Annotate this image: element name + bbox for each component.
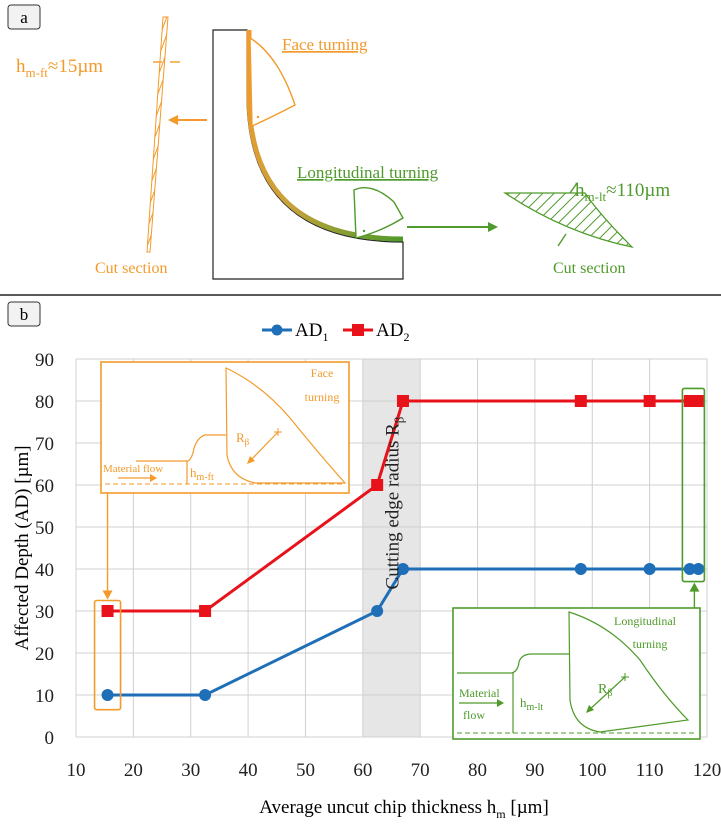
legend: AD1 AD2 bbox=[262, 320, 409, 344]
face-turning-tool bbox=[249, 36, 296, 128]
ad2-point bbox=[643, 395, 656, 407]
shaded-region-label: Cutting edge radius Rβ bbox=[383, 416, 407, 589]
workpiece bbox=[212, 29, 404, 280]
inset-ft-flow-arrow-head bbox=[150, 474, 157, 482]
y-tick-label: 30 bbox=[35, 602, 54, 623]
y-tick-label: 0 bbox=[45, 728, 55, 749]
x-tick-label: 80 bbox=[468, 760, 487, 781]
x-tick-label: 40 bbox=[239, 760, 258, 781]
ad2-point bbox=[692, 395, 705, 407]
x-tick-label: 70 bbox=[411, 760, 430, 781]
highlight-group bbox=[93, 387, 706, 711]
legend-ad2-marker bbox=[352, 324, 364, 336]
y-tick-label: 20 bbox=[35, 644, 54, 665]
x-tick-label: 50 bbox=[296, 760, 315, 781]
x-tick-label: 20 bbox=[124, 760, 143, 781]
inset-lt-flow-arrow-head bbox=[497, 699, 504, 707]
y-tick-label: 50 bbox=[35, 518, 54, 539]
ad1-point bbox=[692, 563, 705, 575]
x-tick-label: 110 bbox=[636, 760, 664, 781]
y-tick-label: 60 bbox=[35, 476, 54, 497]
panel-b: b 10 20 30 40 50 60 70 80 90 100 110 120 0 10 20 30 40 50… bbox=[7, 301, 721, 821]
ad2-point bbox=[574, 395, 587, 407]
ad1-point bbox=[371, 605, 384, 617]
y-tick-label: 10 bbox=[35, 686, 54, 707]
y-tick-label: 80 bbox=[35, 392, 54, 413]
inset-ft-title-line2: turning bbox=[305, 390, 340, 404]
inset-ft-radius-arrow bbox=[247, 456, 255, 464]
inset-lt-depth-label: hm-lt bbox=[520, 695, 543, 713]
x-tick-label: 30 bbox=[181, 760, 200, 781]
orange-arrow-head bbox=[168, 115, 178, 125]
inset-lt-chip bbox=[457, 653, 569, 674]
inset-lt-flow-label-1: Material bbox=[459, 686, 500, 700]
green-arrow-head bbox=[488, 222, 498, 232]
hm-ft-annotation: hm-ft≈15µm bbox=[16, 56, 103, 80]
longitudinal-turning-label: Longitudinal turning bbox=[297, 163, 439, 182]
ad1-point bbox=[574, 563, 587, 575]
connector-lt-arrow bbox=[689, 582, 700, 592]
x-tick-label: 90 bbox=[525, 760, 544, 781]
panel-a-label: a bbox=[20, 8, 28, 27]
inset-ft-flow-label: Material flow bbox=[103, 463, 163, 475]
inset-ft-radius-label: Rβ bbox=[236, 430, 250, 447]
panel-a: a Face turning Longitudinal turning hm- bbox=[7, 4, 670, 280]
inset-lt-tool bbox=[568, 611, 690, 733]
inset-ft-depth-label: hm-ft bbox=[190, 465, 214, 483]
ad1-point bbox=[396, 563, 409, 575]
lt-dim-top bbox=[569, 182, 578, 194]
highlight-lt-box bbox=[681, 387, 706, 583]
cut-section-ft-label: Cut section bbox=[95, 260, 167, 277]
cut-section-lt-label: Cut section bbox=[553, 260, 625, 277]
legend-ad1-label: AD1 bbox=[295, 320, 328, 344]
inset-ft-radius-line bbox=[248, 431, 279, 463]
ad2-point bbox=[199, 605, 212, 617]
x-tick-label: 60 bbox=[353, 760, 372, 781]
connector-ft-arrow bbox=[102, 590, 113, 600]
panel-b-label: b bbox=[20, 305, 29, 324]
inset-lt-title-line1: Longitudinal bbox=[614, 614, 677, 628]
y-tick-label: 40 bbox=[35, 560, 54, 581]
inset-longitudinal-turning: Longitudinal turning Rβ Material flow hm… bbox=[452, 607, 701, 740]
ad2-point bbox=[371, 479, 384, 491]
cut-section-lt bbox=[503, 192, 634, 248]
ad1-point bbox=[683, 563, 696, 575]
panel-a-label-box bbox=[7, 4, 41, 30]
longitudinal-turning-tool bbox=[353, 187, 404, 239]
inset-lt-flow-label-2: flow bbox=[463, 708, 485, 722]
x-tick-label: 100 bbox=[578, 760, 607, 781]
cut-section-ft bbox=[146, 16, 169, 253]
inset-lt-radius-label: Rβ bbox=[598, 682, 612, 699]
y-tick-label: 90 bbox=[35, 350, 54, 371]
panel-b-label-box bbox=[7, 301, 41, 327]
legend-ad2-label: AD2 bbox=[376, 320, 409, 344]
inset-lt-radius-line bbox=[587, 676, 626, 712]
hm-lt-annotation: hm-lt≈110µm bbox=[575, 180, 670, 204]
ad1-point bbox=[643, 563, 656, 575]
lt-dim-bottom bbox=[557, 233, 567, 247]
inset-lt-title-line2: turning bbox=[633, 637, 668, 651]
ad1-point bbox=[199, 689, 212, 701]
y-tick-label: 70 bbox=[35, 434, 54, 455]
y-axis-label: Affected Depth (AD) [µm] bbox=[12, 445, 33, 650]
ad2-point bbox=[101, 605, 114, 617]
x-tick-label: 10 bbox=[67, 760, 86, 781]
face-turning-label: Face turning bbox=[282, 35, 368, 54]
ad2-point bbox=[396, 395, 409, 407]
inset-ft-chip bbox=[136, 434, 226, 462]
x-axis-label: Average uncut chip thickness hm [µm] bbox=[259, 797, 549, 821]
legend-ad1-marker bbox=[271, 324, 283, 336]
inset-ft-title-line1: Face bbox=[311, 366, 334, 380]
inset-face-turning: Face turning Rβ Material flow hm-ft bbox=[100, 361, 350, 494]
x-tick-label: 120 bbox=[693, 760, 721, 781]
inset-lt-radius-arrow bbox=[586, 705, 594, 713]
highlight-ft-box bbox=[93, 599, 122, 711]
ad1-point bbox=[101, 689, 114, 701]
shaded-region bbox=[362, 359, 421, 737]
